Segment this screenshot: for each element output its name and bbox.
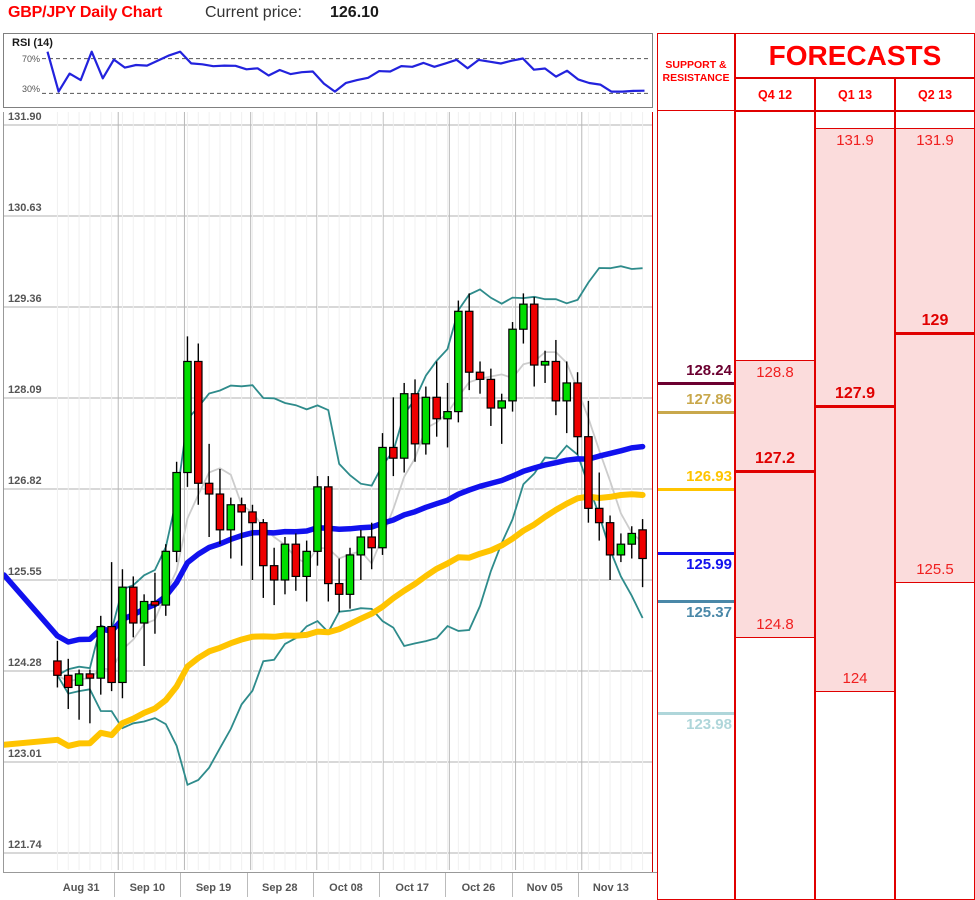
y-axis-tick: 121.74 [8, 839, 42, 851]
support-resistance-heading: SUPPORT & RESISTANCE [657, 33, 735, 111]
x-axis-tick-mark [445, 873, 447, 897]
forecast-mid-line [815, 405, 895, 408]
x-axis-tick: Nov 05 [526, 882, 563, 894]
x-axis-tick: Aug 31 [62, 882, 100, 894]
sr-level-value: 128.24 [686, 362, 732, 379]
x-axis-tick-mark [511, 873, 513, 897]
rsi-lower-label: 30% [21, 84, 40, 94]
sr-level-value: 125.37 [686, 604, 732, 621]
forecast-high-value: 131.9 [916, 132, 954, 149]
x-axis-tick-mark [312, 873, 314, 897]
x-axis-tick: Oct 08 [329, 882, 363, 894]
sr-level-value: 126.93 [686, 468, 732, 485]
sr-level-value: 123.98 [686, 716, 732, 733]
forecast-high-value: 128.8 [756, 364, 794, 381]
forecast-low-value: 125.5 [916, 561, 954, 578]
price-chart-panel [3, 112, 653, 872]
sr-level-line [658, 552, 734, 555]
forecast-mid-value: 129 [921, 312, 949, 329]
y-axis-tick: 128.09 [8, 384, 42, 396]
forecast-mid-line [735, 470, 815, 473]
page-header: GBP/JPY Daily Chart Current price: 126.1… [0, 0, 975, 28]
y-axis-tick: 123.01 [8, 748, 42, 760]
y-axis-tick: 130.63 [8, 202, 42, 214]
x-axis-tick: Nov 13 [592, 882, 629, 894]
forecast-mid-value: 127.2 [754, 450, 796, 467]
x-axis-tick-mark [246, 873, 248, 897]
forecast-low-value: 124.8 [756, 616, 794, 633]
sr-heading-line1: SUPPORT & [665, 59, 727, 71]
forecast-range-band [815, 128, 895, 692]
x-axis-tick-mark [180, 873, 182, 897]
y-axis-tick: 129.36 [8, 293, 42, 305]
sr-heading-line2: RESISTANCE [662, 72, 730, 84]
candlestick-plot [4, 112, 652, 870]
x-axis-tick: Sep 28 [262, 882, 298, 894]
forecasts-title: FORECASTS [735, 33, 975, 78]
forecast-range-band [735, 360, 815, 638]
y-axis-tick: 125.55 [8, 566, 42, 578]
support-resistance-panel [657, 33, 735, 900]
forecast-column-header: Q4 12 [735, 78, 815, 111]
sr-level-line [658, 600, 734, 603]
forecast-mid-value: 127.9 [834, 385, 876, 402]
sr-level-value: 127.86 [686, 391, 732, 408]
forecasts-panel: FORECASTS Q4 12 128.8 127.2 124.8 Q1 13 131.9… [735, 33, 975, 900]
y-axis-tick: 124.28 [8, 657, 42, 669]
x-axis-line [3, 872, 657, 873]
x-axis-tick-mark [577, 873, 579, 897]
sr-level-line [658, 411, 734, 414]
rsi-upper-label: 70% [21, 54, 40, 64]
x-axis-tick: Oct 26 [461, 882, 496, 894]
rsi-title: RSI (14) [12, 37, 53, 49]
y-axis-tick: 126.82 [8, 475, 42, 487]
x-axis-tick: Sep 19 [195, 882, 232, 894]
x-axis-tick: Oct 17 [395, 882, 430, 894]
forecast-column-header: Q2 13 [895, 78, 975, 111]
forecast-low-value: 124 [842, 670, 868, 687]
rsi-plot [42, 50, 650, 94]
rsi-panel: RSI (14) 70% 30% [3, 33, 653, 108]
sr-level-line [658, 712, 734, 715]
page-title: GBP/JPY Daily Chart [8, 4, 163, 21]
current-price-label: Current price: [205, 4, 302, 21]
x-axis-tick-mark [379, 873, 381, 897]
forecast-column-header: Q1 13 [815, 78, 895, 111]
x-axis-tick-mark [114, 873, 116, 897]
forecast-high-value: 131.9 [836, 132, 874, 149]
sr-level-line [658, 488, 734, 491]
sr-level-line [658, 382, 734, 385]
forecast-range-band [895, 128, 975, 583]
x-axis-tick: Sep 10 [129, 882, 166, 894]
forecast-mid-line [895, 332, 975, 335]
sr-level-value: 125.99 [686, 556, 732, 573]
current-price-value: 126.10 [330, 4, 379, 21]
y-axis-tick: 131.90 [8, 111, 42, 123]
